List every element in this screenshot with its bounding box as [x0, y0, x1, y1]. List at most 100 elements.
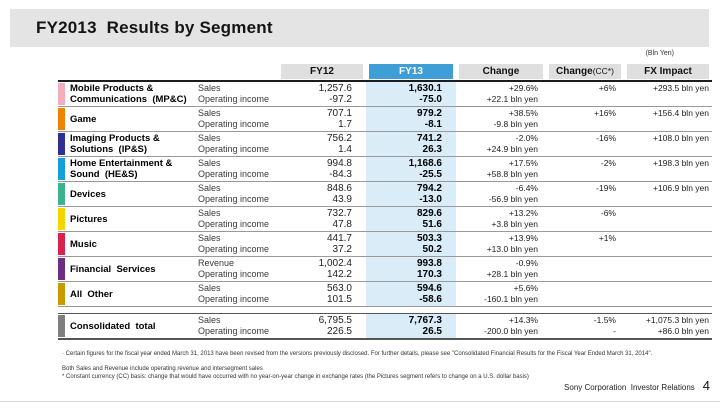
fy13-values: 829.6 51.6 [366, 206, 456, 232]
fy12-values: 848.6 43.9 [278, 181, 366, 207]
line-item-labels: Sales Operating income [198, 231, 278, 257]
table-row: Music Sales Operating income 441.7 37.2 50… [58, 231, 712, 257]
consolidated-total-table: Consolidated total Sales Operating income… [58, 313, 712, 340]
segment-name: Home Entertainment & Sound (HE&S) [70, 158, 173, 180]
change-cc-values [546, 281, 624, 307]
fy13-values: 1,168.6 -25.5 [366, 156, 456, 182]
fy12-values: 707.1 1.7 [278, 106, 366, 132]
change-values: +29.6% +22.1 bln yen [456, 80, 546, 107]
slide-footer: Sony Corporation Investor Relations 4 [564, 378, 710, 393]
table-row: Devices Sales Operating income 848.6 43.9 … [58, 181, 712, 207]
line-item-labels: Sales Operating income [198, 181, 278, 207]
segment-color-bar [58, 208, 65, 230]
segment-color-bar [58, 158, 65, 180]
segment-name: Mobile Products & Communications (MP&C) [70, 83, 187, 105]
change-values: -0.9% +28.1 bln yen [456, 256, 546, 282]
segment-color-bar [58, 183, 65, 205]
fy12-values: 994.8 -84.3 [278, 156, 366, 182]
col-header-fy13: FY13 [369, 63, 453, 79]
fx-impact-values [624, 256, 712, 282]
table-row: Financial Services Revenue Operating inco… [58, 256, 712, 282]
unit-note: (Bln Yen) [645, 50, 674, 57]
change-cc-values: -1.5% - [546, 313, 624, 340]
segment-color-bar [58, 233, 65, 255]
segment-cell: All Other [58, 281, 198, 307]
segment-name: Devices [70, 188, 106, 200]
change-values: -2.0% +24.9 bln yen [456, 131, 546, 157]
change-cc-values: +1% [546, 231, 624, 257]
fx-impact-values: +198.3 bln yen [624, 156, 712, 182]
fx-impact-values [624, 281, 712, 307]
segment-color-bar [58, 283, 65, 305]
fy12-values: 6,795.5 226.5 [278, 313, 366, 340]
fx-impact-values: +156.4 bln yen [624, 106, 712, 132]
fy12-values: 563.0 101.5 [278, 281, 366, 307]
segment-color-bar [58, 83, 65, 105]
change-values: +14.3% -200.0 bln yen [456, 313, 546, 340]
change-cc-values: +16% [546, 106, 624, 132]
segment-cell: Pictures [58, 206, 198, 232]
fy13-values: 741.2 26.3 [366, 131, 456, 157]
change-values: +17.5% +58.8 bln yen [456, 156, 546, 182]
change-cc-values: -19% [546, 181, 624, 207]
table-row: Pictures Sales Operating income 732.7 47.8… [58, 206, 712, 232]
fy12-values: 1,257.6 -97.2 [278, 80, 366, 107]
fy13-values: 979.2 -8.1 [366, 106, 456, 132]
table-row: Mobile Products & Communications (MP&C) … [58, 80, 712, 107]
segment-cell: Home Entertainment & Sound (HE&S) [58, 156, 198, 182]
line-item-labels: Sales Operating income [198, 281, 278, 307]
fy13-values: 794.2 -13.0 [366, 181, 456, 207]
col-header-change-cc-main: Change [556, 65, 593, 77]
line-item-labels: Sales Operating income [198, 131, 278, 157]
page-number: 4 [702, 378, 710, 393]
table-row: Game Sales Operating income 707.1 1.7 979.… [58, 106, 712, 132]
fy12-values: 732.7 47.8 [278, 206, 366, 232]
footnote-constant-currency: * Constant currency (CC) basis: change t… [62, 373, 529, 380]
col-header-change: Change [459, 63, 543, 79]
segment-color-bar [58, 315, 65, 337]
fy13-values: 993.8 170.3 [366, 256, 456, 282]
segment-cell: Devices [58, 181, 198, 207]
segment-color-bar [58, 108, 65, 130]
segment-cell: Music [58, 231, 198, 257]
change-values: +5.6% -160.1 bln yen [456, 281, 546, 307]
col-header-change-cc: Change(CC*) [549, 63, 621, 79]
col-header-fy12: FY12 [281, 63, 363, 79]
title-band: FY2013 Results by Segment [10, 9, 709, 47]
footnotes-block: Both Sales and Revenue include operating… [62, 366, 710, 381]
segment-name: Imaging Products & Solutions (IP&S) [70, 133, 160, 155]
segment-name: Consolidated total [70, 320, 156, 332]
page-title: FY2013 Results by Segment [36, 18, 273, 37]
fx-impact-values [624, 231, 712, 257]
segment-color-bar [58, 133, 65, 155]
line-item-labels: Sales Operating income [198, 156, 278, 182]
table-row: All Other Sales Operating income 563.0 101… [58, 281, 712, 307]
footnote-sales-revenue: Both Sales and Revenue include operating… [62, 366, 263, 372]
table-row: Home Entertainment & Sound (HE&S) Sales O… [58, 156, 712, 182]
segment-name: All Other [70, 288, 113, 300]
segment-cell: Financial Services [58, 256, 198, 282]
change-cc-values [546, 256, 624, 282]
line-item-labels: Revenue Operating income [198, 256, 278, 282]
fy12-values: 756.2 1.4 [278, 131, 366, 157]
segment-cell: Imaging Products & Solutions (IP&S) [58, 131, 198, 157]
footer-credit: Sony Corporation Investor Relations [564, 383, 695, 392]
segment-color-bar [58, 258, 65, 280]
segment-name: Financial Services [70, 263, 156, 275]
segment-name: Pictures [70, 213, 108, 225]
fy12-values: 1,002.4 142.2 [278, 256, 366, 282]
fx-impact-values: +106.9 bln yen [624, 181, 712, 207]
line-item-labels: Sales Operating income [198, 206, 278, 232]
segment-name: Music [70, 238, 97, 250]
fx-impact-values: +108.0 bln yen [624, 131, 712, 157]
fy13-values: 503.3 50.2 [366, 231, 456, 257]
bottom-divider [0, 401, 720, 402]
segment-cell: Mobile Products & Communications (MP&C) [58, 80, 198, 107]
change-values: +38.5% -9.8 bln yen [456, 106, 546, 132]
line-item-labels: Sales Operating income [198, 80, 278, 107]
fx-impact-values: +1,075.3 bln yen +86.0 bln yen [624, 313, 712, 340]
change-cc-values: -6% [546, 206, 624, 232]
change-values: +13.9% +13.0 bln yen [456, 231, 546, 257]
segment-name: Game [70, 113, 97, 125]
col-header-fx-impact: FX Impact [627, 63, 709, 79]
